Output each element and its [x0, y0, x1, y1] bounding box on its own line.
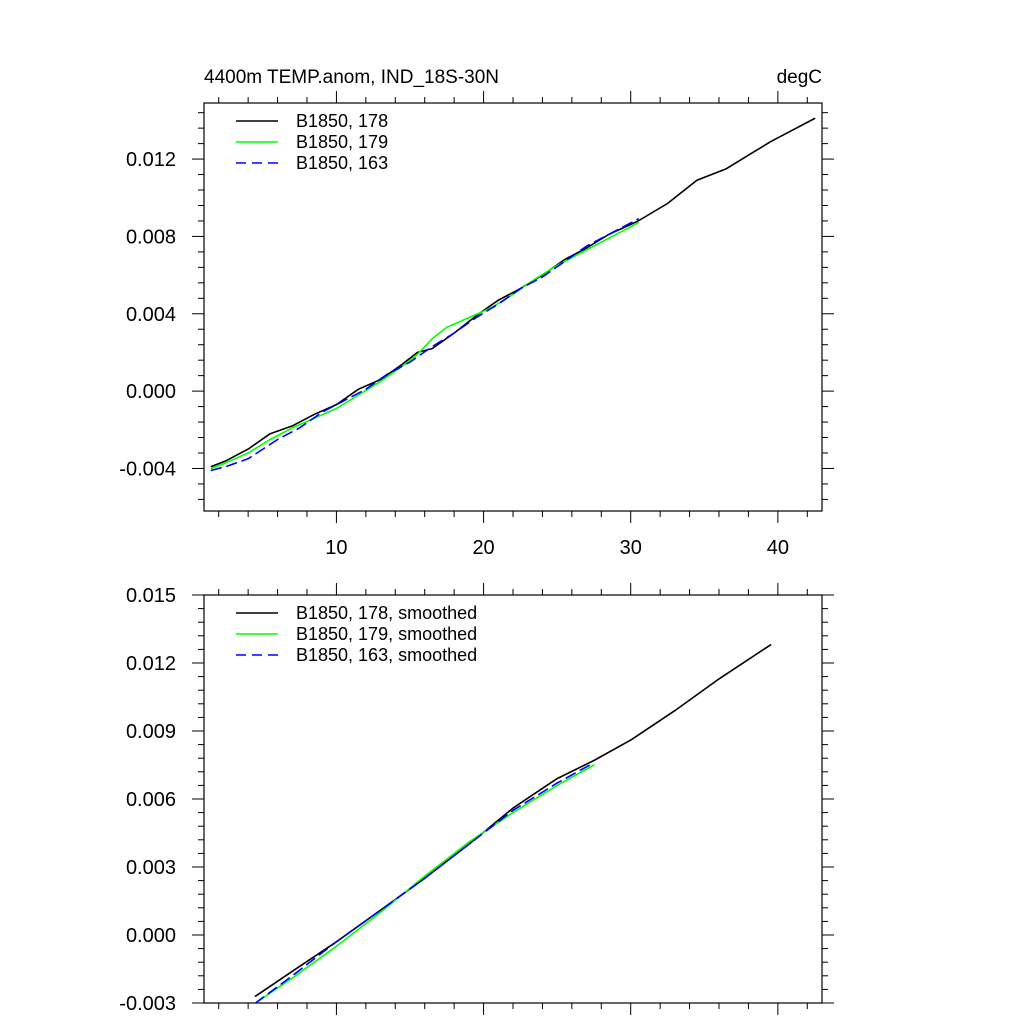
series-line-3 — [210, 218, 639, 472]
y-tick-label: 0.004 — [126, 304, 176, 326]
y-tick-label: 0.006 — [126, 789, 176, 811]
series-group — [210, 117, 816, 472]
y-tick-label: 0.015 — [126, 585, 176, 607]
y-tick-label: 0.000 — [126, 381, 176, 403]
legend-label-1: B1850, 178 — [296, 111, 388, 131]
bottom-panel: -0.003 0.000 0.003 0.006 0.009 0.012 0.015 B185… — [119, 583, 834, 1015]
legend-label-3: B1850, 163, smoothed — [296, 645, 477, 665]
y-tick-label: 0.009 — [126, 721, 176, 743]
y-tick-label: 0.003 — [126, 857, 176, 879]
series-line-1 — [210, 117, 816, 468]
units-label: degC — [777, 67, 822, 88]
y-tick-label: -0.003 — [119, 993, 176, 1015]
legend-label-2: B1850, 179 — [296, 132, 388, 152]
series-group — [254, 644, 772, 1003]
x-tick-label: 20 — [472, 537, 494, 559]
x-tick-label: 30 — [620, 537, 642, 559]
series-line-3 — [254, 761, 595, 1003]
y-tick-label: 0.012 — [126, 149, 176, 171]
x-tick-label: 40 — [767, 537, 789, 559]
top-panel: 4400m TEMP.anom, IND_18S-30N degC 10 20 30… — [119, 67, 834, 559]
series-line-1 — [254, 644, 772, 997]
y-tick-label: -0.004 — [119, 458, 176, 480]
legend-label-1: B1850, 178, smoothed — [296, 603, 477, 623]
series-line-2 — [254, 764, 595, 1003]
legend-label-3: B1850, 163 — [296, 153, 388, 173]
y-tick-label: 0.008 — [126, 226, 176, 248]
chart-title: 4400m TEMP.anom, IND_18S-30N — [204, 67, 499, 88]
y-tick-label: 0.012 — [126, 653, 176, 675]
x-tick-label: 10 — [325, 537, 347, 559]
legend-label-2: B1850, 179, smoothed — [296, 624, 477, 644]
y-tick-label: 0.000 — [126, 925, 176, 947]
series-line-2 — [210, 222, 639, 470]
